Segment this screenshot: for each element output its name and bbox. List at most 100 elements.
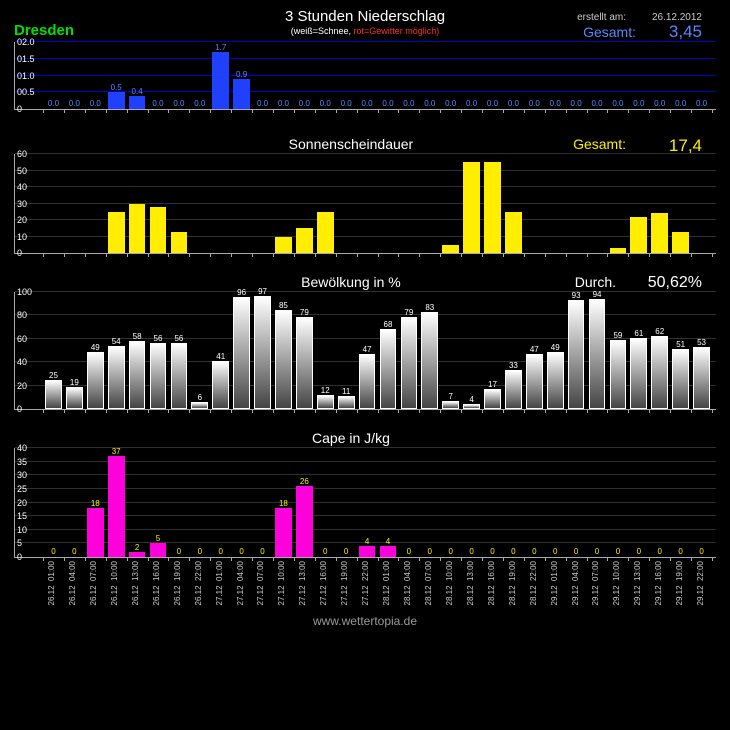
bar-slot: 0	[545, 448, 566, 557]
time-axis: 26.12 01:0026.12 04:0026.12 07:0026.12 1…	[14, 558, 716, 608]
bar-value-label: 5	[156, 534, 160, 543]
bar-slot: 0	[419, 448, 440, 557]
x-axis-tick: 29.12 01:00	[545, 558, 566, 608]
cape-chart: 0510152025303540001837250000018260044000…	[14, 448, 716, 558]
bar	[463, 162, 480, 253]
bar: 6	[191, 402, 208, 409]
created-label: erstellt am:	[577, 12, 626, 23]
bar-value-label: 0	[177, 547, 181, 556]
precip-xaxis	[14, 110, 716, 116]
bar-slot: 33	[503, 292, 524, 409]
bar: 4	[359, 546, 376, 557]
x-axis-tick: 29.12 19:00	[670, 558, 691, 608]
bar	[442, 245, 459, 253]
bar-slot: 2	[127, 448, 148, 557]
bar-slot: 0.0	[148, 42, 169, 109]
bar-value-label: 68	[384, 320, 393, 329]
bar-value-label: 0.0	[69, 99, 80, 108]
bar-value-label: 0.0	[320, 99, 331, 108]
bar-value-label: 49	[551, 343, 560, 352]
bar-value-label: 58	[133, 332, 142, 341]
bar	[129, 204, 146, 254]
footer: www.wettertopia.de	[14, 608, 716, 628]
bar-value-label: 37	[112, 447, 121, 456]
bar-slot: 0.5	[106, 42, 127, 109]
bar-slot	[607, 154, 628, 253]
y-axis-label: 00.5	[17, 87, 35, 97]
bar-slot: 0.0	[587, 42, 608, 109]
bar-slot: 18	[85, 448, 106, 557]
bar: 61	[630, 338, 647, 409]
bar-value-label: 0.0	[633, 99, 644, 108]
bar-value-label: 0.0	[424, 99, 435, 108]
x-axis-tick: 28.12 16:00	[482, 558, 503, 608]
bar: 93	[568, 300, 585, 409]
bar-value-label: 0.0	[152, 99, 163, 108]
bar-value-label: 0.0	[550, 99, 561, 108]
weather-dashboard: 3 Stunden Niederschlag erstellt am: 26.1…	[0, 0, 730, 730]
bar-slot: 56	[148, 292, 169, 409]
x-axis-tick: 29.12 16:00	[649, 558, 670, 608]
bar-value-label: 0	[595, 547, 599, 556]
bar-value-label: 18	[91, 499, 100, 508]
bar-value-label: 0	[678, 547, 682, 556]
y-axis-label: 100	[17, 287, 32, 297]
bar: 12	[317, 395, 334, 409]
bar	[630, 217, 647, 253]
bar-slot: 0.0	[189, 42, 210, 109]
bar: 17	[484, 389, 501, 409]
sun-chart: 0102030405060	[14, 154, 716, 254]
bar-slot: 0.0	[85, 42, 106, 109]
x-axis-tick: 28.12 10:00	[440, 558, 461, 608]
bar: 79	[401, 317, 418, 409]
bar-slot	[587, 154, 608, 253]
bar-slot: 0	[315, 448, 336, 557]
bar-slot	[628, 154, 649, 253]
bar	[150, 207, 167, 253]
bar: 79	[296, 317, 313, 409]
bar: 56	[150, 343, 167, 409]
bar-value-label: 0.0	[487, 99, 498, 108]
bar-value-label: 0.0	[173, 99, 184, 108]
bar: 41	[212, 361, 229, 409]
x-axis-tick: 28.12 19:00	[503, 558, 524, 608]
bar-value-label: 0.0	[591, 99, 602, 108]
bar: 59	[610, 340, 627, 409]
bar: 4	[380, 546, 397, 557]
bar-value-label: 0.0	[48, 99, 59, 108]
x-axis-tick: 29.12 22:00	[691, 558, 712, 608]
bar-value-label: 19	[70, 378, 79, 387]
bar: 19	[66, 387, 83, 409]
bar-value-label: 0.4	[132, 87, 143, 96]
bar	[610, 248, 627, 253]
bar: 4	[463, 404, 480, 409]
bar-slot: 0.0	[315, 42, 336, 109]
precip-summary-label: Gesamt:	[583, 24, 636, 40]
x-axis-tick: 26.12 10:00	[105, 558, 126, 608]
main-title: 3 Stunden Niederschlag	[285, 8, 445, 25]
bar-value-label: 0	[616, 547, 620, 556]
bar: 49	[87, 352, 104, 409]
bar-value-label: 79	[404, 308, 413, 317]
y-axis-label: 01.0	[17, 71, 35, 81]
x-axis-tick: 29.12 13:00	[628, 558, 649, 608]
bar-slot: 0.0	[461, 42, 482, 109]
bar	[651, 213, 668, 253]
bar-slot: 0.0	[566, 42, 587, 109]
bar-slot: 0	[482, 448, 503, 557]
bar-slot: 68	[378, 292, 399, 409]
sun-title: Sonnenscheindauer	[289, 136, 414, 152]
bar-slot: 0.0	[252, 42, 273, 109]
bar-slot: 0	[168, 448, 189, 557]
y-axis-label: 40	[17, 357, 27, 367]
cloud-chart: 0204060801002519495458565664196978579121…	[14, 292, 716, 410]
x-axis-tick: 26.12 19:00	[168, 558, 189, 608]
bar: 47	[359, 354, 376, 409]
bar: 54	[108, 346, 125, 409]
bar-slot: 0.0	[378, 42, 399, 109]
x-axis-tick: 28.12 22:00	[524, 558, 545, 608]
x-axis-tick: 28.12 07:00	[419, 558, 440, 608]
bar-value-label: 26	[300, 477, 309, 486]
bar: 97	[254, 296, 271, 409]
y-axis-label: 35	[17, 457, 27, 467]
